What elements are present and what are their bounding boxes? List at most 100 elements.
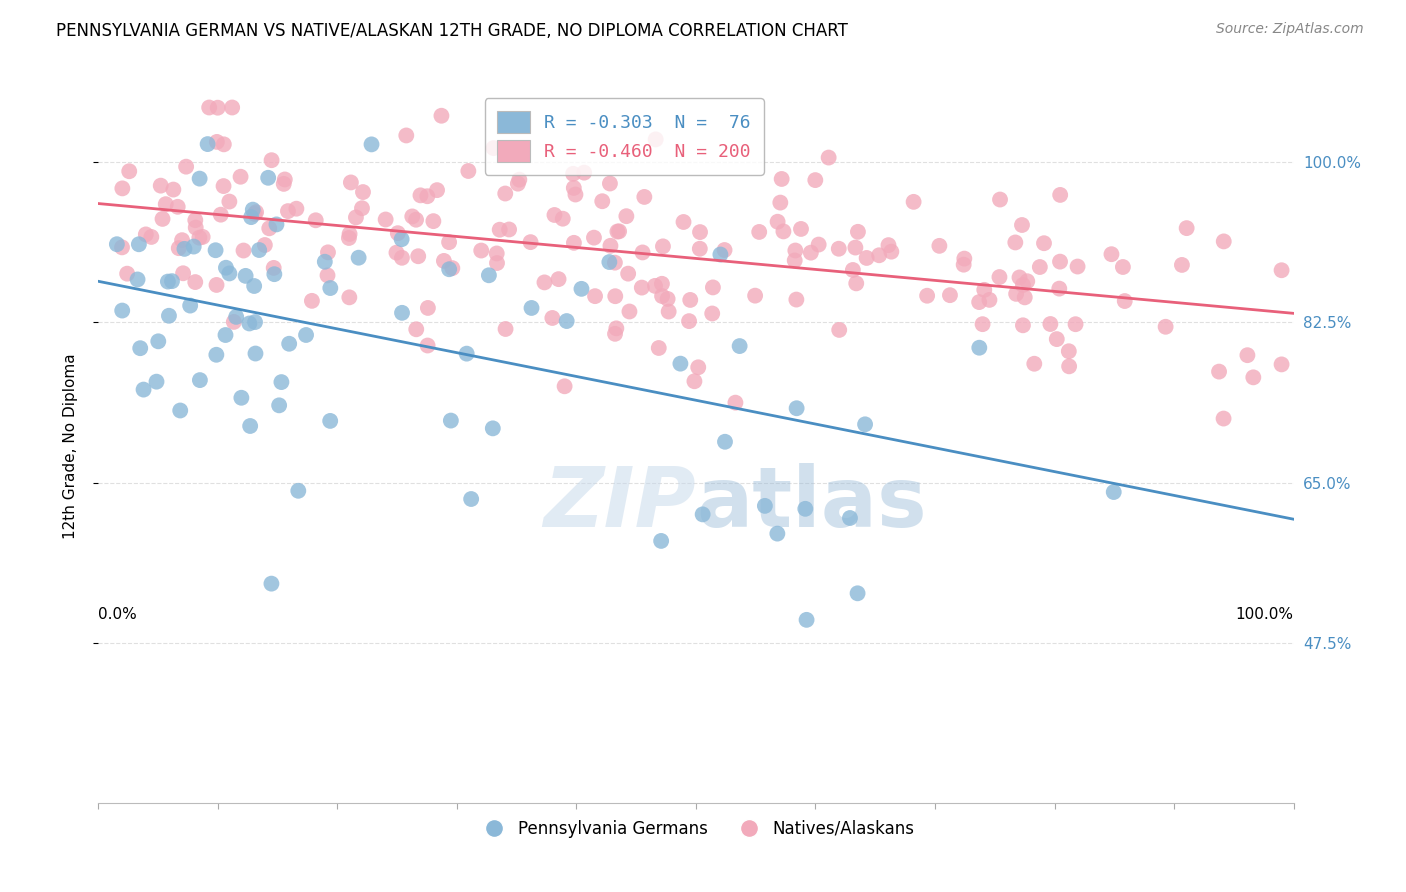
Point — [401, 210, 423, 224]
Point — [274, 172, 297, 186]
Point — [551, 211, 574, 226]
Point — [828, 242, 851, 256]
Point — [218, 267, 240, 281]
Point — [555, 314, 578, 328]
Point — [269, 398, 291, 412]
Point — [395, 128, 418, 143]
Point — [135, 227, 157, 242]
Point — [1012, 278, 1035, 293]
Point — [215, 260, 238, 275]
Point — [105, 237, 128, 252]
Point — [352, 185, 374, 199]
Point — [571, 282, 593, 296]
Point — [672, 215, 695, 229]
Point — [273, 177, 295, 191]
Point — [591, 194, 613, 209]
Point — [766, 215, 789, 229]
Point — [387, 226, 409, 240]
Point — [238, 317, 260, 331]
Point — [347, 251, 370, 265]
Point — [939, 288, 962, 302]
Point — [478, 268, 501, 283]
Point — [426, 183, 449, 197]
Point — [1112, 260, 1135, 274]
Point — [239, 419, 262, 434]
Point — [205, 135, 228, 149]
Point — [1047, 282, 1070, 296]
Point — [287, 483, 309, 498]
Point — [232, 244, 254, 258]
Point — [617, 267, 640, 281]
Point — [205, 277, 228, 292]
Point — [669, 357, 692, 371]
Point — [260, 576, 283, 591]
Point — [692, 508, 714, 522]
Point — [128, 237, 150, 252]
Point — [1046, 332, 1069, 346]
Point — [1011, 218, 1033, 232]
Point — [678, 314, 700, 328]
Point — [111, 181, 134, 195]
Point — [804, 173, 827, 187]
Point — [748, 225, 770, 239]
Text: ZIP: ZIP — [543, 463, 696, 543]
Point — [225, 310, 247, 324]
Point — [1049, 254, 1071, 268]
Point — [658, 304, 681, 318]
Point — [162, 183, 184, 197]
Point — [301, 293, 323, 308]
Text: 0.0%: 0.0% — [98, 607, 138, 622]
Point — [606, 225, 628, 239]
Point — [198, 101, 221, 115]
Point — [846, 225, 869, 239]
Point — [519, 235, 541, 249]
Point — [607, 224, 630, 238]
Point — [488, 223, 510, 237]
Point — [1057, 359, 1080, 374]
Point — [263, 267, 285, 281]
Point — [877, 238, 900, 252]
Point — [498, 222, 520, 236]
Point — [868, 248, 890, 262]
Point — [652, 239, 675, 253]
Point — [205, 348, 228, 362]
Point — [456, 346, 478, 360]
Point — [166, 200, 188, 214]
Point — [543, 208, 565, 222]
Point — [785, 293, 807, 307]
Point — [316, 245, 339, 260]
Point — [967, 295, 990, 310]
Point — [240, 210, 263, 224]
Point — [259, 221, 281, 235]
Point — [846, 586, 869, 600]
Point — [350, 201, 373, 215]
Point — [482, 141, 505, 155]
Point — [679, 293, 702, 307]
Point — [409, 188, 432, 202]
Point — [1208, 365, 1230, 379]
Point — [188, 230, 211, 244]
Point — [1033, 236, 1056, 251]
Point — [1017, 274, 1039, 288]
Point — [319, 414, 342, 428]
Point — [1024, 357, 1046, 371]
Point — [790, 222, 813, 236]
Point — [1114, 293, 1136, 308]
Text: PENNSYLVANIA GERMAN VS NATIVE/ALASKAN 12TH GRADE, NO DIPLOMA CORRELATION CHART: PENNSYLVANIA GERMAN VS NATIVE/ALASKAN 12… — [56, 22, 848, 40]
Point — [270, 375, 292, 389]
Point — [796, 613, 818, 627]
Point — [1241, 370, 1264, 384]
Point — [115, 267, 138, 281]
Point — [149, 178, 172, 193]
Point — [786, 401, 808, 416]
Point — [222, 315, 245, 329]
Point — [599, 239, 621, 253]
Point — [683, 374, 706, 388]
Point — [1005, 286, 1028, 301]
Point — [582, 230, 605, 244]
Point — [266, 218, 288, 232]
Point — [689, 242, 711, 256]
Point — [145, 375, 167, 389]
Point — [111, 303, 134, 318]
Point — [416, 338, 439, 352]
